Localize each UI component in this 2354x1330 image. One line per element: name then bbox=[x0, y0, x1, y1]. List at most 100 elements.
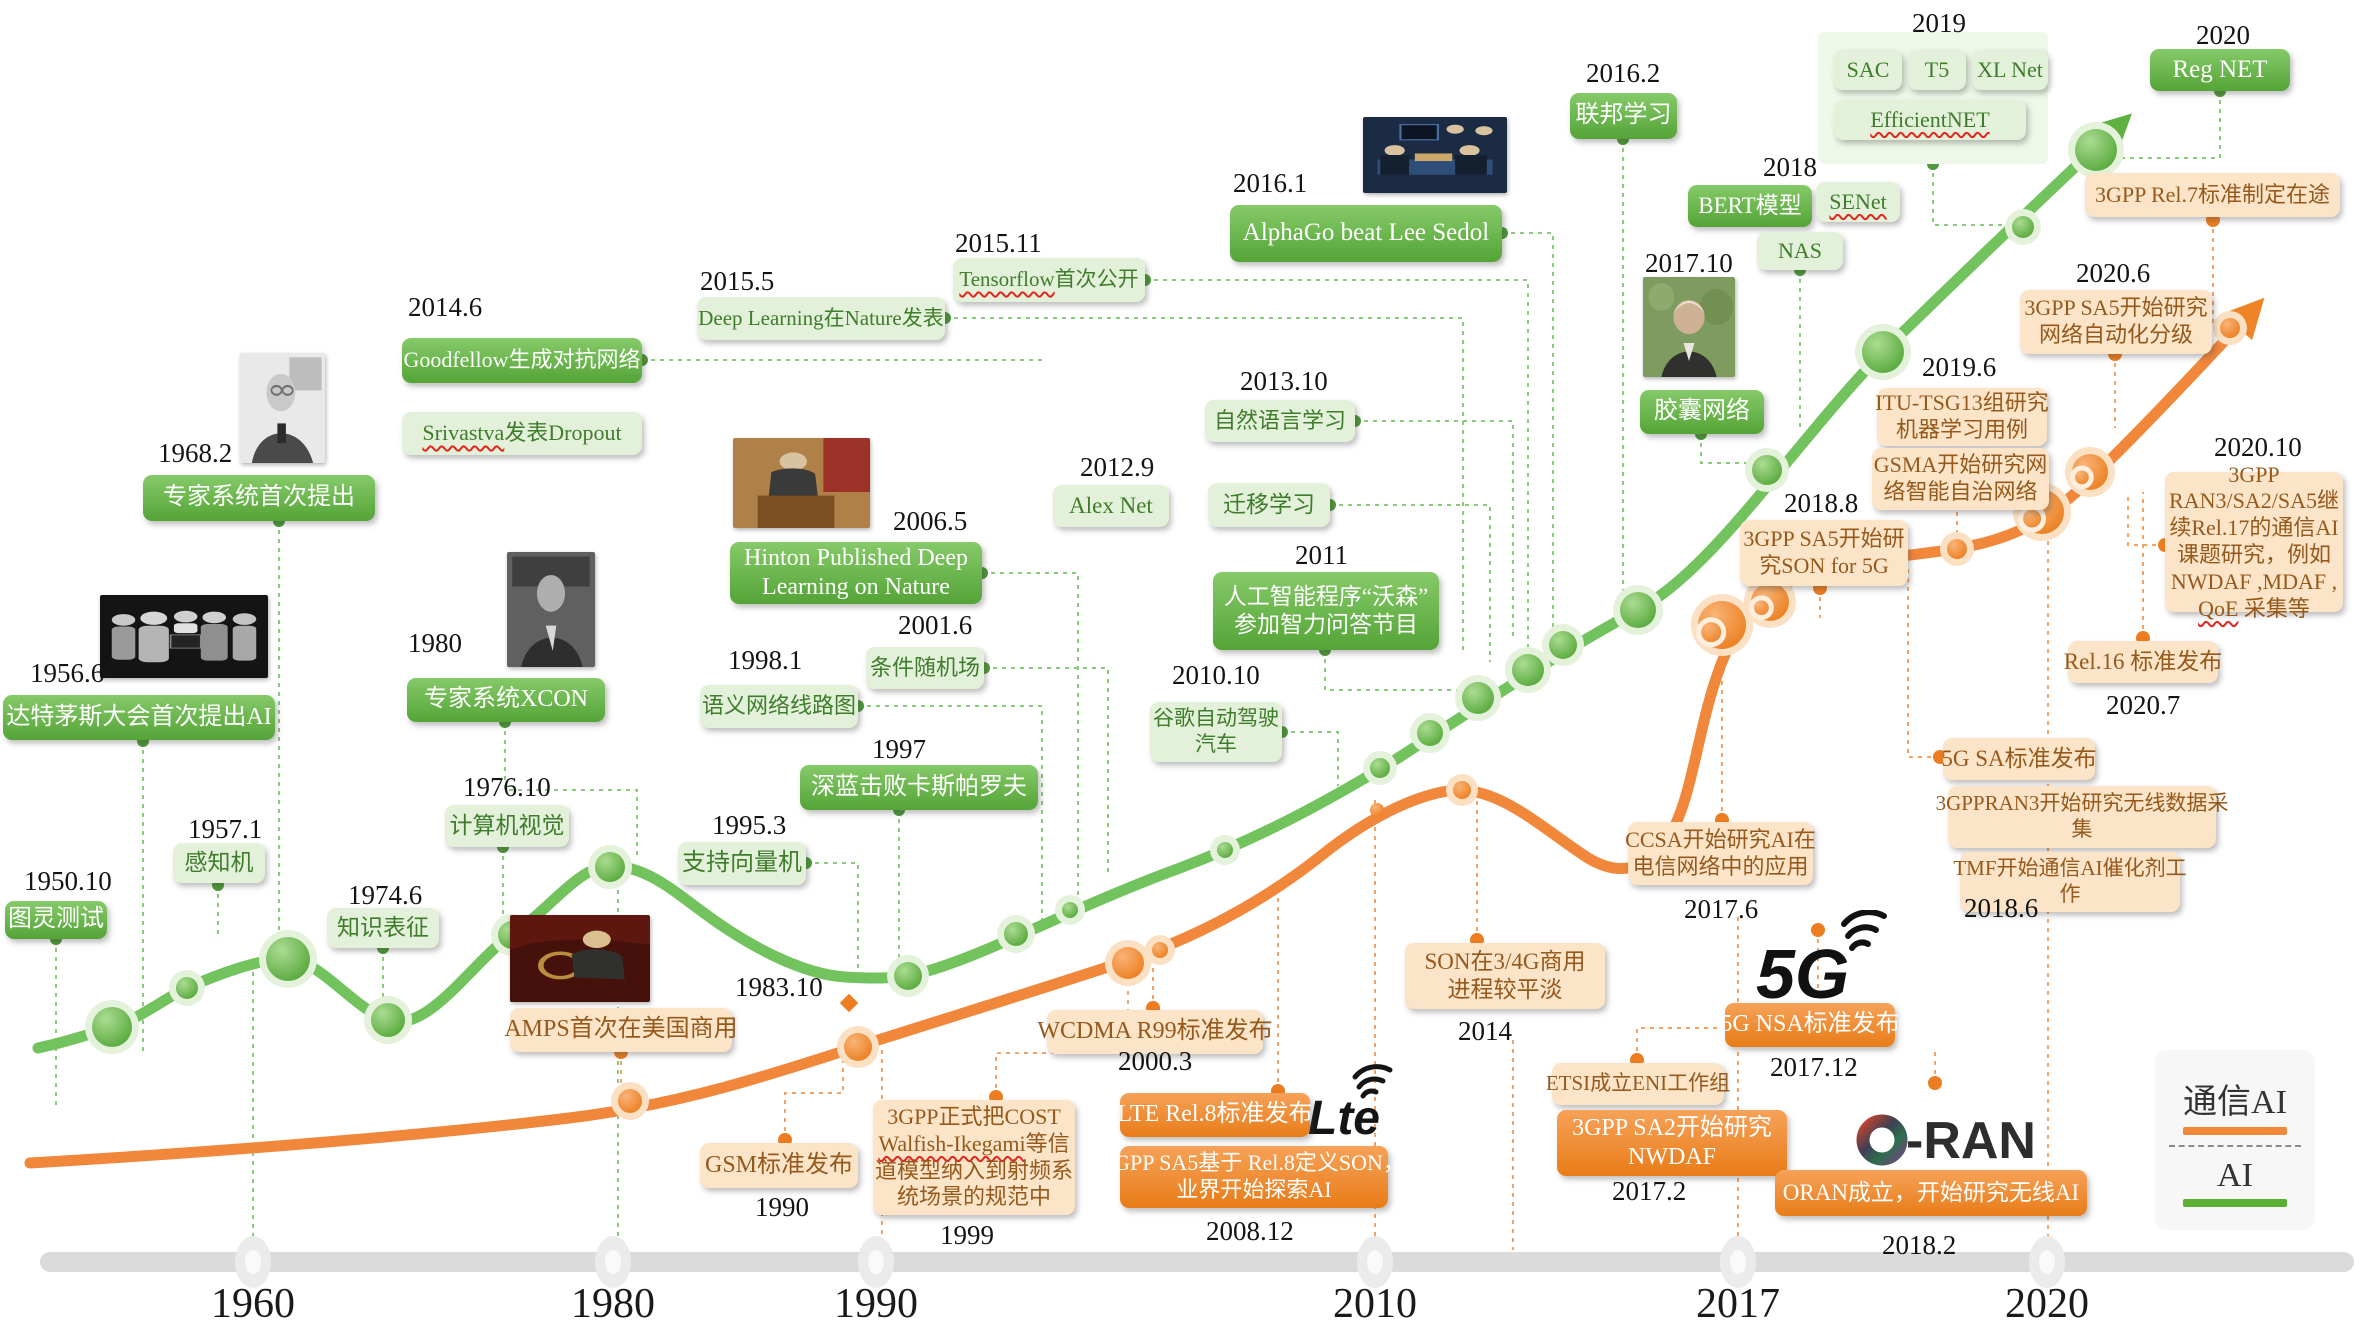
event-label: AlphaGo beat Lee Sedol bbox=[1242, 219, 1490, 247]
event-regnet: Reg NET bbox=[2150, 49, 2290, 91]
event-xlnet: XL Net bbox=[1972, 50, 2048, 90]
event-label: QoE 采集等 bbox=[2198, 595, 2310, 621]
event-dl-nature: Deep Learning在Nature发表 bbox=[697, 297, 945, 340]
event-deep-blue: 深蓝击败卡斯帕罗夫 bbox=[800, 765, 1038, 810]
event-alphago: AlphaGo beat Lee Sedol bbox=[1230, 205, 1502, 262]
photo-art-car bbox=[510, 915, 650, 1002]
oran-logo-art: -RAN bbox=[1856, 1112, 2036, 1170]
event-label: 机器学习用例 bbox=[1895, 417, 2028, 442]
photo-group-1956 bbox=[100, 595, 268, 678]
event-label: 续Rel.17的通信AI bbox=[2169, 515, 2339, 541]
event-label: Srivastva发表Dropout bbox=[422, 420, 622, 446]
event-sa5-automation: 3GPP SA5开始研究 网络自动化分级 bbox=[2020, 290, 2212, 354]
event-itu-tsg13: ITU-TSG13组研究 机器学习用例 bbox=[1875, 388, 2049, 446]
event-date-computer-vision: 1976.10 bbox=[463, 772, 551, 802]
event-label: 3GPP bbox=[2228, 461, 2280, 487]
event-date-svm: 1995.3 bbox=[712, 810, 787, 840]
logo-5g: 5G bbox=[1756, 909, 1904, 1013]
event-label: 业界开始探索AI bbox=[1176, 1177, 1332, 1202]
photo-portrait-1968 bbox=[240, 353, 325, 463]
event-date-oran-founded: 2018.2 bbox=[1882, 1230, 1957, 1260]
event-date-hinton-nature: 2006.5 bbox=[893, 506, 968, 536]
event-date-5g-nsa: 2017.12 bbox=[1770, 1052, 1858, 1082]
event-date-bert: 2018 bbox=[1763, 152, 1817, 182]
event-label: 联邦学习 bbox=[1575, 102, 1672, 129]
event-label: LTE Rel.8标准发布 bbox=[1117, 1101, 1313, 1128]
photo-art-portrait bbox=[240, 353, 325, 463]
event-dropout: Srivastva发表Dropout bbox=[402, 412, 642, 455]
event-sa5-son-5g: 3GPP SA5开始研 究SON for 5G bbox=[1740, 520, 1908, 586]
event-date-sa5-son-5g: 2018.8 bbox=[1784, 488, 1859, 518]
event-date-rel17-topics: 2020.10 bbox=[2214, 432, 2302, 462]
photo-art-outdoor bbox=[1643, 277, 1735, 377]
event-date-cost-model: 1999 bbox=[940, 1220, 994, 1250]
event-turing-test: 图灵测试 bbox=[5, 901, 107, 939]
event-hinton-nature: Hinton Published Deep Learning on Nature bbox=[730, 542, 982, 604]
event-label: NAS bbox=[1777, 237, 1822, 263]
event-date-turing-test: 1950.10 bbox=[24, 866, 112, 896]
event-label: Tensorflow首次公开 bbox=[959, 267, 1139, 292]
event-label: Goodfellow生成对抗网络 bbox=[403, 347, 641, 373]
event-etsi-eni: ETSI成立ENI工作组 bbox=[1546, 1063, 1730, 1105]
event-date-deep-blue: 1997 bbox=[872, 734, 926, 764]
event-label: 3GPP SA5开始研 bbox=[1743, 526, 1905, 552]
photo-hinton-2006 bbox=[733, 438, 870, 528]
event-capsule-network: 胶囊网络 bbox=[1640, 390, 1764, 434]
photo-art-portrait2 bbox=[507, 552, 595, 667]
photo-art-match bbox=[1363, 117, 1507, 193]
lte-logo-art: Lte bbox=[1308, 1064, 1393, 1145]
event-date-tensorflow: 2015.11 bbox=[955, 228, 1042, 258]
event-oran-founded: ORAN成立，开始研究无线AI bbox=[1775, 1170, 2087, 1216]
event-label: 道模型纳入到射频系 bbox=[874, 1157, 1073, 1183]
event-label: ETSI成立ENI工作组 bbox=[1545, 1071, 1731, 1096]
event-rel17-topics: 3GPP RAN3/SA2/SA5继 续Rel.17的通信AI 课题研究，例如 NWDA… bbox=[2165, 462, 2343, 621]
event-label: Hinton Published Deep bbox=[744, 544, 968, 571]
event-label: 自然语言学习 bbox=[1213, 407, 1346, 433]
event-lte-rel8: LTE Rel.8标准发布 bbox=[1117, 1093, 1313, 1137]
event-label: 课题研究，例如 bbox=[2176, 542, 2331, 567]
event-5g-sa: 5G SA标准发布 bbox=[1941, 738, 2097, 780]
event-label: GSMA开始研究网 bbox=[1873, 452, 2048, 478]
axis-year-2017: 2017 bbox=[1696, 1281, 1780, 1327]
photo-alphago-match-2016 bbox=[1363, 117, 1507, 193]
event-efficientnet: EfficientNET bbox=[1834, 100, 2026, 140]
event-t5: T5 bbox=[1908, 50, 1966, 90]
event-label: 参加智力问答节目 bbox=[1234, 612, 1418, 637]
event-label: 支持向量机 bbox=[682, 849, 802, 876]
event-tmf: TMF开始通信AI催化剂工作 bbox=[1953, 852, 2187, 912]
event-label: 统场景的规范中 bbox=[896, 1184, 1051, 1210]
event-label: TMF开始通信AI催化剂工 bbox=[1953, 856, 2187, 881]
event-date-crf: 2001.6 bbox=[898, 610, 973, 640]
event-label: Alex Net bbox=[1069, 492, 1153, 518]
event-label: 作 bbox=[2059, 882, 2081, 906]
event-label: CCSA开始研究AI在 bbox=[1625, 826, 1816, 852]
event-date-dl-nature: 2015.5 bbox=[700, 266, 775, 296]
axis-year-1990: 1990 bbox=[834, 1281, 918, 1327]
event-date-nwdaf: 2017.2 bbox=[1612, 1176, 1687, 1206]
event-label: 3GPP正式把COST bbox=[887, 1103, 1061, 1129]
event-sac: SAC bbox=[1834, 50, 1902, 90]
event-label: 人工智能程序“沃森” bbox=[1223, 583, 1429, 609]
event-alexnet: Alex Net bbox=[1053, 485, 1169, 527]
event-date-alexnet: 2012.9 bbox=[1080, 452, 1155, 482]
event-label: 3GPP SA2开始研究 bbox=[1572, 1114, 1772, 1141]
event-nas: NAS bbox=[1757, 232, 1843, 270]
event-date-sa5-son: 2008.12 bbox=[1206, 1216, 1294, 1246]
photo-art-group bbox=[100, 595, 268, 678]
event-label: 计算机视觉 bbox=[449, 812, 565, 838]
legend-divider bbox=[2169, 1144, 2301, 1147]
event-date-alphago: 2016.1 bbox=[1233, 168, 1308, 198]
event-label: 进程较平淡 bbox=[1447, 977, 1563, 1002]
event-cost-model: 3GPP正式把COST Walfish-Ikegami等信 道模型纳入到射频系 统场景… bbox=[873, 1100, 1075, 1215]
event-label: 胶囊网络 bbox=[1654, 398, 1750, 425]
event-gsma: GSMA开始研究网 络智能自治网络 bbox=[1872, 448, 2049, 510]
event-date-gsm: 1990 bbox=[755, 1192, 809, 1222]
event-crf: 条件随机场 bbox=[866, 647, 984, 689]
event-label: 条件随机场 bbox=[869, 654, 980, 680]
event-label: 达特茅斯大会首次提出AI bbox=[6, 703, 272, 730]
photo-art-podium bbox=[733, 438, 870, 528]
legend: 通信AI AI bbox=[2155, 1050, 2315, 1230]
event-label: 5G NSA标准发布 bbox=[1720, 1011, 1900, 1038]
event-label: 专家系统XCON bbox=[423, 686, 588, 713]
